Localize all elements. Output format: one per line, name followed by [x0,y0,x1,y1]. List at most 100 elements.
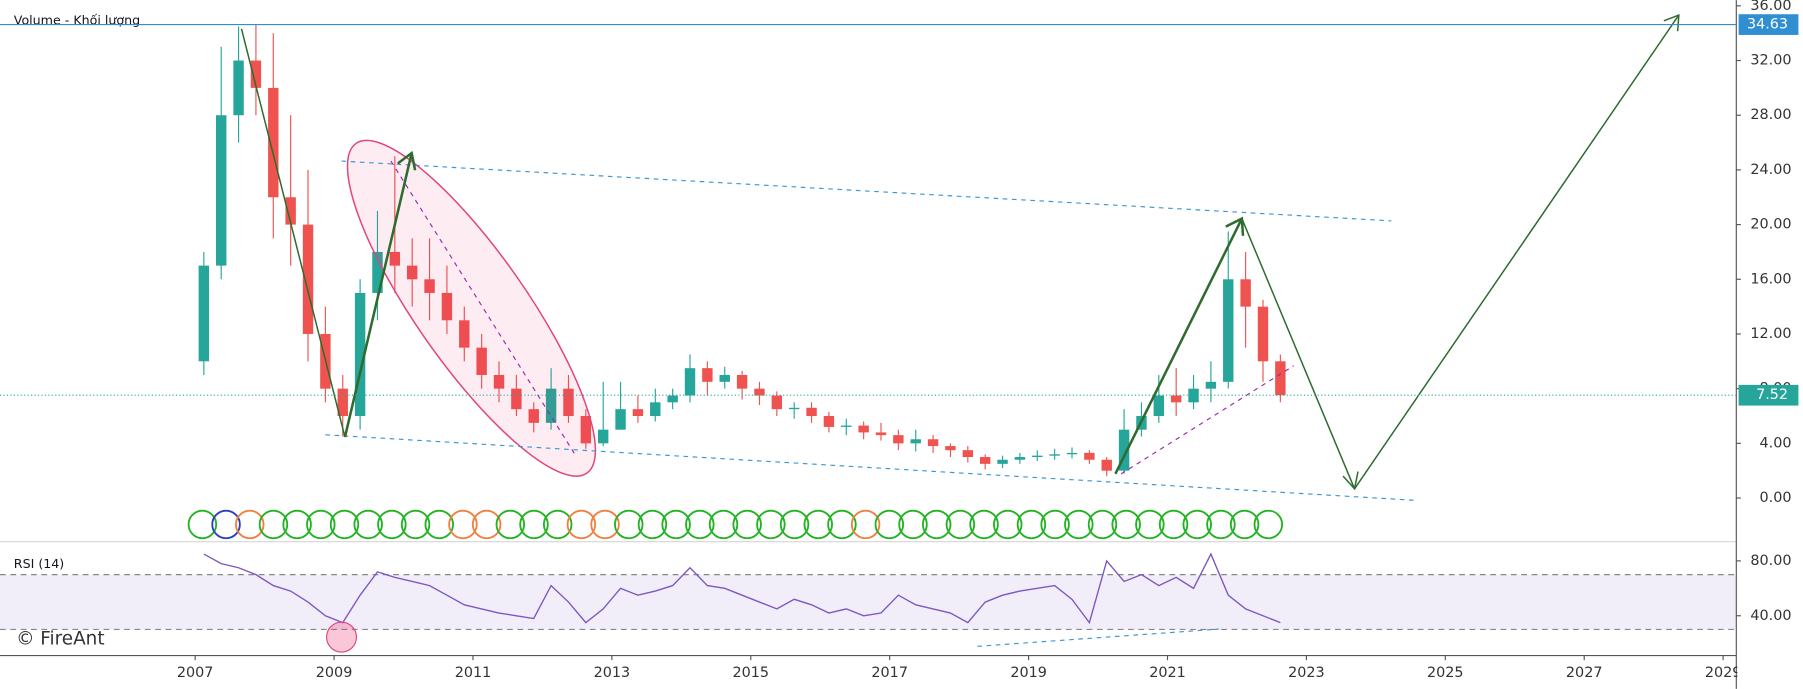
candle-body [1170,395,1182,403]
axis-corner [1737,656,1803,689]
candle-body [945,446,956,451]
arrow [1114,218,1243,475]
candle-body [927,439,939,447]
candle-body [563,388,574,417]
candle-body [354,292,366,417]
candle-body [1257,306,1269,362]
event-marker [1158,509,1189,540]
price-tag [1738,384,1799,406]
rsi-band [0,574,1737,630]
ellipse [346,139,597,477]
event-marker [1064,509,1094,540]
y-tick-label: 36.00 [1750,0,1791,14]
y-tick-label: 28.00 [1750,107,1791,123]
trend-line [341,160,1392,222]
event-marker [353,509,383,540]
event-marker [1087,509,1118,540]
candle-body [910,439,921,444]
y-tick-label: 24.00 [1750,162,1791,178]
event-marker [235,509,265,540]
candle-body [893,435,904,444]
candle-body [702,368,713,382]
event-marker [685,509,715,540]
event-marker [329,509,360,540]
event-marker [1135,509,1165,540]
y-tick-label: 12.00 [1750,326,1791,342]
candle-body [632,409,644,417]
candle-body [615,409,626,430]
event-marker [306,509,336,540]
event-marker [779,509,810,540]
candle-body [684,368,696,396]
candle-body [841,425,852,427]
candle-body [719,374,730,382]
candle-body [1118,429,1130,471]
candle-body [528,409,539,423]
path-line [240,28,346,438]
candle-body [476,347,487,375]
candle-body [580,416,592,444]
event-marker [258,509,289,540]
candle-body [372,251,383,293]
event-marker [1016,509,1047,540]
event-marker [187,509,218,540]
event-marker [542,509,573,540]
candle-body [736,374,748,389]
event-marker [566,509,597,540]
candle-body [406,265,418,280]
candle-body [1014,457,1026,460]
x-tick-label: 2013 [594,665,631,681]
candle-body [650,402,661,417]
candle-body [1153,395,1165,417]
event-marker [377,509,407,540]
trend-line [977,628,1219,647]
candle-body [233,60,244,116]
candle-body [806,407,817,417]
arrow [343,152,413,438]
drawings [240,13,1680,653]
event-marker [803,509,833,540]
event-marker [282,509,312,540]
event-marker [1182,509,1212,540]
y-tick-label: 16.00 [1750,271,1791,287]
candle-body [875,432,887,436]
event-marker [1253,509,1284,540]
event-marker [637,509,668,540]
candle-body [198,265,210,362]
candle-body [1101,459,1112,471]
event-marker [945,509,976,540]
candle-body [858,425,869,433]
candle-body [250,60,262,88]
x-tick-label: 2027 [1566,665,1603,681]
y-tick-label: 32.00 [1750,53,1791,69]
event-marker [874,509,905,540]
arrow-head [1663,13,1680,32]
x-tick-label: 2019 [1010,665,1047,681]
candle-body [667,395,678,403]
event-marker [756,509,786,540]
event-marker [1111,509,1141,540]
candle-body [1188,388,1199,403]
candle-body [441,292,453,321]
event-marker [424,509,454,540]
x-tick-label: 2011 [455,665,492,681]
series-layer [0,24,1737,631]
event-marker [448,509,478,540]
y-tick-label: 40.00 [1750,608,1791,624]
candle-body [1049,454,1060,456]
y-tick-label: 4.00 [1760,435,1792,451]
price-tag [1738,14,1799,35]
event-marker [850,509,881,540]
event-marker [590,509,620,540]
candle-body [979,457,991,464]
event-marker [921,509,952,540]
candle-body [285,197,296,225]
event-marker [993,509,1023,540]
event-marker [1040,509,1070,540]
candle-body [1084,452,1095,460]
event-marker [661,509,691,540]
x-tick-label: 2025 [1427,665,1464,681]
candle-body [1205,381,1217,389]
arrow [1241,218,1356,490]
